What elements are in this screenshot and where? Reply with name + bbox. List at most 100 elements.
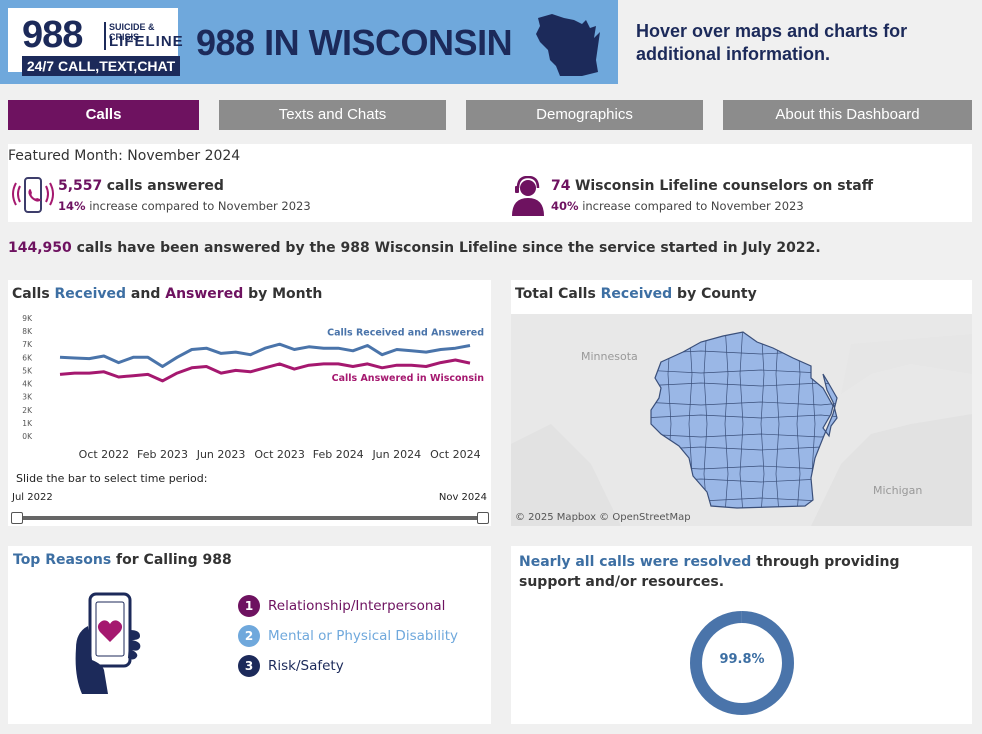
- x-tick-label: Feb 2023: [137, 448, 188, 461]
- total-calls-statement: 144,950 calls have been answered by the …: [8, 240, 821, 256]
- reason-number-2: 2: [238, 625, 260, 647]
- x-tick-label: Jun 2024: [371, 448, 421, 461]
- tab-calls[interactable]: Calls: [8, 100, 199, 130]
- calls-line-chart[interactable]: 0K 1K 2K 3K 4K 5K 6K 7K 8K 9K Oct 2022 Feb 2023 Jun …: [8, 308, 491, 466]
- counselors-change-percent: 40%: [551, 199, 579, 213]
- counselors-label: Wisconsin Lifeline counselors on staff: [574, 178, 874, 194]
- title-part: by County: [672, 286, 757, 302]
- wisconsin-silhouette-icon: [536, 14, 600, 76]
- series-line-1[interactable]: [59, 342, 471, 368]
- reason-item-1: 1 Relationship/Interpersonal: [238, 594, 445, 618]
- y-tick-label: 1K: [22, 419, 33, 428]
- x-tick-label: Oct 2022: [79, 448, 130, 461]
- tab-demographics[interactable]: Demographics: [466, 100, 703, 130]
- county-line: [775, 332, 780, 508]
- counselors-stat: 74 Wisconsin Lifeline counselors on staf…: [551, 178, 873, 194]
- x-tick-label: Oct 2024: [430, 448, 481, 461]
- county-line: [724, 332, 729, 508]
- resolved-calls-card: Nearly all calls were resolved through p…: [511, 546, 972, 724]
- calls-change-note: 14% increase compared to November 2023: [58, 199, 311, 213]
- map-terrain: [841, 334, 972, 394]
- slider-end-handle[interactable]: [477, 512, 489, 524]
- page-title: 988 IN WISCONSIN: [196, 22, 513, 63]
- title-received: Received: [54, 286, 127, 302]
- logo-line-1: SUICIDE & CRISIS: [109, 22, 155, 42]
- featured-month-title: Featured Month: November 2024: [8, 148, 241, 164]
- calls-by-month-card: Calls Received and Answered by Month 0K 1…: [8, 280, 491, 526]
- reason-label-3: Risk/Safety: [268, 658, 344, 674]
- title-part: and: [126, 286, 166, 302]
- total-calls-value: 144,950: [8, 240, 72, 256]
- y-tick-label: 3K: [22, 393, 33, 402]
- reason-item-2: 2 Mental or Physical Disability: [238, 624, 458, 648]
- 988-lifeline-logo: 988 SUICIDE & CRISIS LIFELINE 24/7 CALL,…: [8, 8, 183, 76]
- y-tick-label: 8K: [22, 327, 33, 336]
- title-part: Calls: [12, 286, 55, 302]
- logo-tagline: 24/7 CALL,TEXT,CHAT: [22, 56, 180, 76]
- y-tick-label: 2K: [22, 406, 33, 415]
- slider-end-label: Nov 2024: [438, 492, 487, 503]
- county-line: [651, 401, 837, 406]
- county-line: [739, 332, 744, 508]
- county-map[interactable]: Minnesota Michigan: [511, 314, 972, 526]
- reason-item-3: 3 Risk/Safety: [238, 654, 344, 678]
- title-part: through providing support and/or resourc…: [519, 554, 900, 590]
- y-tick-label: 0K: [22, 432, 33, 441]
- tab-texts-and-chats[interactable]: Texts and Chats: [219, 100, 446, 130]
- slider-instructions: Slide the bar to select time period:: [16, 472, 208, 485]
- map-terrain: [511, 424, 621, 526]
- logo-number: 988: [22, 14, 83, 56]
- map-title: Total Calls Received by County: [515, 286, 757, 302]
- resolved-title: Nearly all calls were resolved through p…: [519, 552, 959, 592]
- series-label-2: Calls Answered in Wisconsin: [332, 373, 485, 384]
- reason-label-2: Mental or Physical Disability: [268, 628, 458, 644]
- logo-divider: [104, 22, 106, 50]
- title-answered: Answered: [165, 286, 244, 302]
- calls-answered-label: calls answered: [106, 178, 224, 194]
- resolved-donut-chart[interactable]: [687, 608, 797, 718]
- michigan-label: Michigan: [873, 484, 922, 497]
- title-part: by Month: [243, 286, 323, 302]
- x-tick-label: Jun 2023: [196, 448, 246, 461]
- tab-about-dashboard[interactable]: About this Dashboard: [723, 100, 972, 130]
- y-tick-label: 5K: [22, 366, 33, 375]
- time-range-slider[interactable]: [16, 516, 484, 520]
- x-tick-label: Feb 2024: [313, 448, 364, 461]
- title-received: Received: [600, 286, 673, 302]
- calls-answered-value: 5,557: [58, 178, 103, 194]
- map-attribution: © 2025 Mapbox © OpenStreetMap: [515, 512, 691, 523]
- y-tick-label: 7K: [22, 340, 33, 349]
- series-label-1: Calls Received and Answered: [327, 328, 484, 339]
- county-line: [760, 332, 765, 508]
- slider-start-handle[interactable]: [11, 512, 23, 524]
- x-tick-label: Oct 2023: [254, 448, 305, 461]
- calls-by-county-card: Total Calls Received by County Minnesota…: [511, 280, 972, 526]
- logo-line-2: LIFELINE: [109, 33, 184, 50]
- hover-instructions: Hover over maps and charts for additiona…: [636, 21, 908, 64]
- reason-number-3: 3: [238, 655, 260, 677]
- title-part: for Calling 988: [111, 552, 232, 568]
- title-part: Total Calls: [515, 286, 601, 302]
- donut-resolved-arc[interactable]: [690, 611, 794, 715]
- top-reasons-card: Top Reasons for Calling 988 1 Relationshi…: [8, 546, 491, 724]
- y-tick-label: 9K: [22, 314, 33, 323]
- title-resolved: Nearly all calls were resolved: [519, 554, 752, 570]
- counselor-headset-icon: [512, 176, 544, 216]
- counselors-value: 74: [551, 178, 571, 194]
- total-calls-text: calls have been answered by the 988 Wisc…: [76, 240, 821, 256]
- minnesota-label: Minnesota: [581, 350, 638, 363]
- counselors-change-text: increase compared to November 2023: [582, 199, 804, 213]
- title-top-reasons: Top Reasons: [13, 552, 112, 568]
- resolved-percent-label: 99.8%: [719, 652, 765, 667]
- reason-number-1: 1: [238, 595, 260, 617]
- map-terrain: [811, 414, 972, 526]
- reasons-title: Top Reasons for Calling 988: [13, 552, 232, 568]
- hand-holding-phone-icon: [75, 592, 141, 694]
- calls-change-percent: 14%: [58, 199, 86, 213]
- line-chart-title: Calls Received and Answered by Month: [12, 286, 322, 302]
- reason-label-1: Relationship/Interpersonal: [268, 598, 446, 614]
- counselors-change-note: 40% increase compared to November 2023: [551, 199, 804, 213]
- phone-call-icon: [12, 177, 54, 213]
- county-line: [703, 332, 708, 508]
- series-line-2[interactable]: [59, 358, 471, 383]
